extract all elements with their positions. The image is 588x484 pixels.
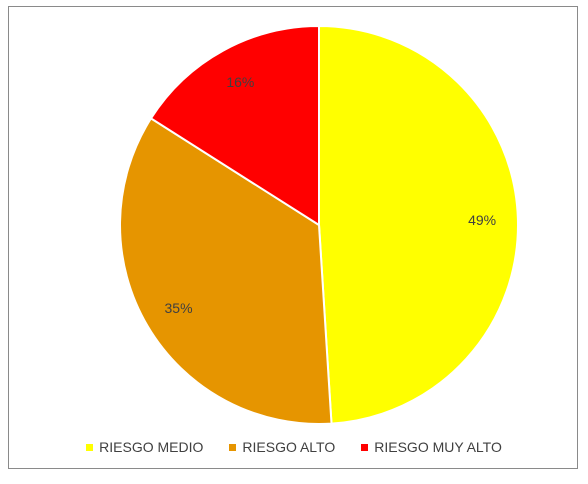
data-label-riesgo-alto: 35% (165, 300, 193, 316)
legend-swatch-riesgo-muy-alto (361, 443, 369, 451)
pie-slice-riesgo-medio (318, 24, 519, 425)
legend-swatch-riesgo-medio (86, 443, 94, 451)
pie-slice-riesgo-muy-alto (149, 24, 320, 227)
data-label-riesgo-muy-alto: 16% (226, 74, 254, 90)
chart-area: 49% 35% 16% RIESGO MEDIO RIESGO ALTO RIESG… (8, 6, 578, 469)
legend-swatch-riesgo-alto (229, 443, 237, 451)
legend-item-riesgo-muy-alto: RIESGO MUY ALTO (361, 439, 502, 455)
legend-label-riesgo-alto: RIESGO ALTO (242, 439, 336, 455)
legend-item-riesgo-medio: RIESGO MEDIO (86, 439, 203, 455)
pie-slice-riesgo-alto (119, 116, 333, 425)
pie-chart: 49% 35% 16% (119, 24, 519, 425)
legend-label-riesgo-muy-alto: RIESGO MUY ALTO (374, 439, 502, 455)
chart-legend: RIESGO MEDIO RIESGO ALTO RIESGO MUY ALTO (9, 437, 579, 457)
legend-label-riesgo-medio: RIESGO MEDIO (99, 439, 204, 455)
data-label-riesgo-medio: 49% (468, 212, 496, 228)
legend-item-riesgo-alto: RIESGO ALTO (229, 439, 335, 455)
